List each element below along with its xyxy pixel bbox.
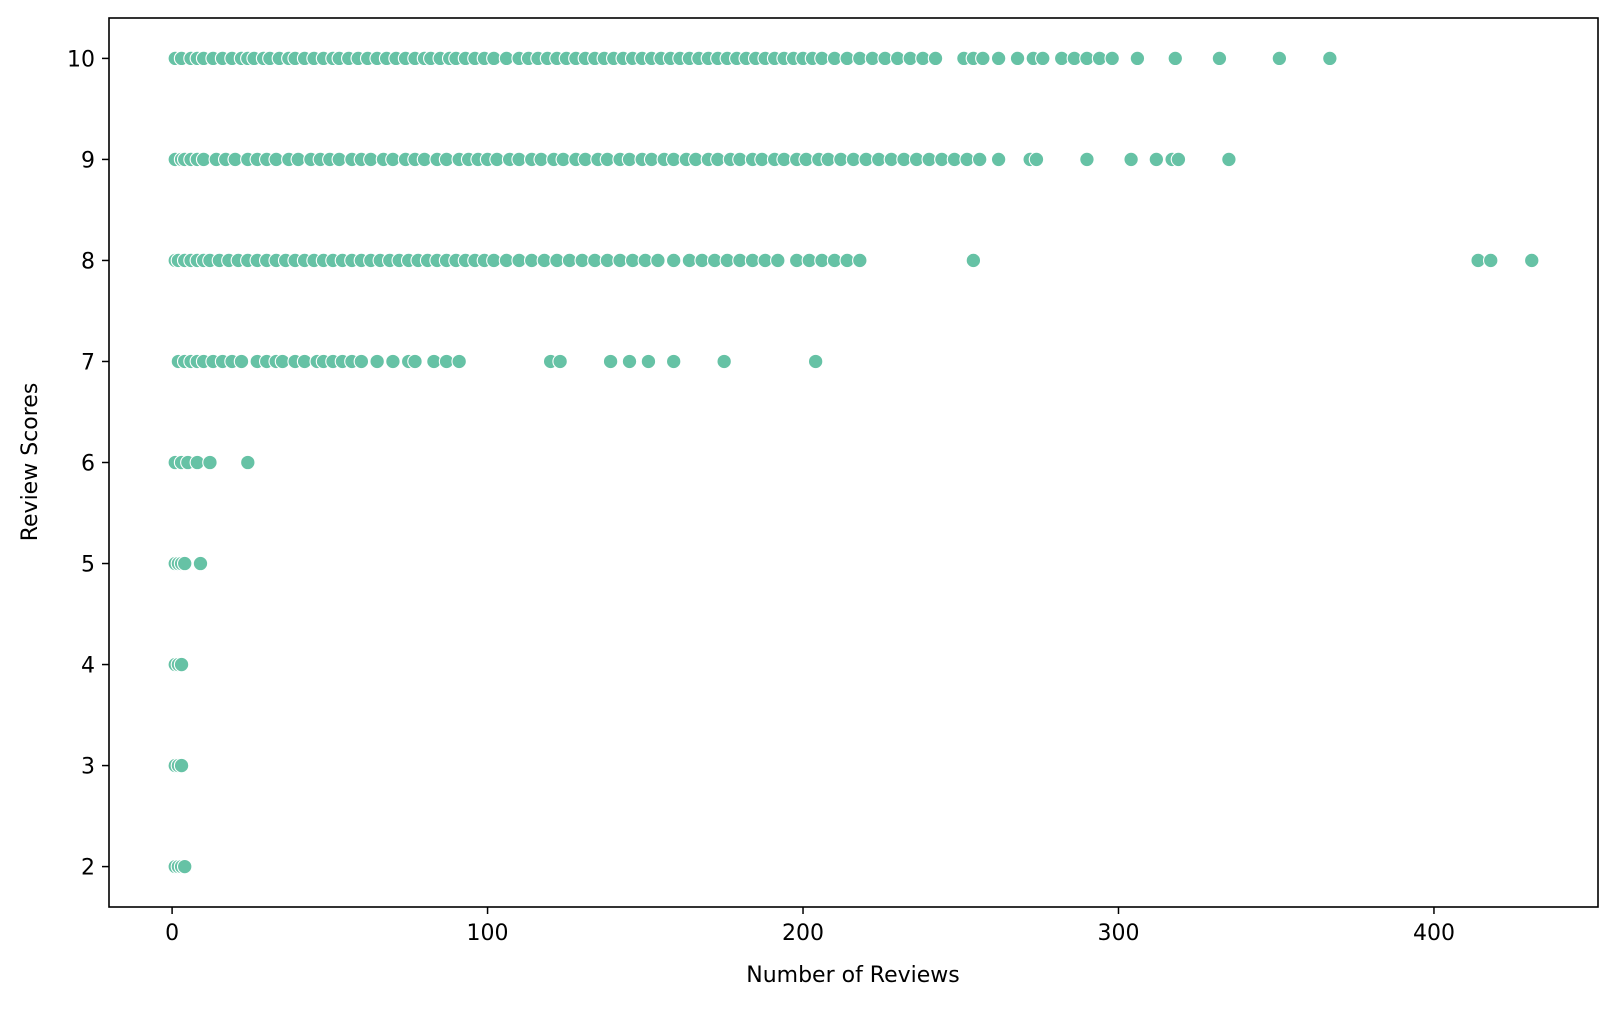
scatter-point — [202, 454, 218, 471]
scatter-point — [192, 555, 209, 572]
scatter-point — [975, 50, 991, 67]
scatter-point — [971, 151, 988, 168]
scatter-point — [1322, 50, 1338, 67]
scatter-point — [716, 353, 732, 370]
x-tick-label: 100 — [467, 921, 509, 946]
scatter-point — [407, 353, 423, 370]
scatter-point — [807, 353, 824, 370]
scatter-point — [1170, 151, 1187, 168]
scatter-point — [369, 353, 385, 370]
scatter-point — [1129, 50, 1146, 67]
y-axis-ticks: 2 3 4 5 6 7 8 9 10 — [67, 47, 109, 881]
scatter-point — [1079, 151, 1095, 168]
scatter-point — [176, 555, 193, 572]
scatter-point — [1221, 151, 1237, 168]
y-tick-label: 7 — [81, 350, 95, 375]
y-tick-label: 5 — [81, 553, 95, 578]
scatter-point — [176, 858, 193, 875]
scatter-point — [552, 353, 568, 370]
scatter-point — [240, 454, 256, 471]
scatter-point — [852, 252, 868, 269]
scatter-point — [1524, 252, 1540, 269]
scatter-point — [1211, 50, 1228, 67]
scatter-point — [621, 353, 638, 370]
plot-frame — [108, 17, 1599, 908]
y-tick-label: 6 — [81, 452, 95, 477]
x-tick-label: 0 — [165, 921, 179, 946]
scatter-point — [650, 252, 666, 269]
scatter-point — [602, 353, 619, 370]
scatter-point — [173, 757, 190, 774]
y-axis-label: Review Scores — [18, 383, 43, 542]
scatter-point — [1028, 151, 1045, 168]
scatter-point — [990, 50, 1007, 67]
scatter-point — [173, 656, 190, 673]
scatter-point — [233, 353, 250, 370]
y-tick-label: 10 — [67, 47, 95, 72]
scatter-point — [665, 353, 682, 370]
x-tick-label: 200 — [782, 921, 824, 946]
scatter-point — [1271, 50, 1288, 67]
x-axis-label: Number of Reviews — [746, 963, 960, 988]
y-tick-label: 4 — [81, 654, 95, 679]
scatter-point — [353, 353, 370, 370]
scatter-point — [640, 353, 657, 370]
x-tick-label: 400 — [1413, 921, 1455, 946]
scatter-point — [1167, 50, 1184, 67]
scatter-point — [451, 353, 467, 370]
scatter-point — [1104, 50, 1120, 67]
x-tick-label: 300 — [1097, 921, 1139, 946]
scatter-point — [1123, 151, 1139, 168]
scatter-point — [1009, 50, 1026, 67]
scatter-point — [990, 151, 1007, 168]
y-tick-label: 2 — [81, 856, 95, 881]
scatter-point — [1035, 50, 1051, 67]
y-tick-label: 8 — [81, 249, 95, 274]
scatter-point — [665, 252, 682, 269]
scatter-point — [965, 252, 982, 269]
x-axis-ticks: 0 100 200 300 400 — [165, 907, 1455, 946]
scatter-point — [770, 252, 786, 269]
points-layer — [167, 50, 1540, 875]
scatter-point — [385, 353, 401, 370]
scatter-point — [1148, 151, 1165, 168]
scatter-point — [1482, 252, 1499, 269]
y-tick-label: 9 — [81, 148, 95, 173]
scatter-point — [927, 50, 944, 67]
y-tick-label: 3 — [81, 755, 95, 780]
